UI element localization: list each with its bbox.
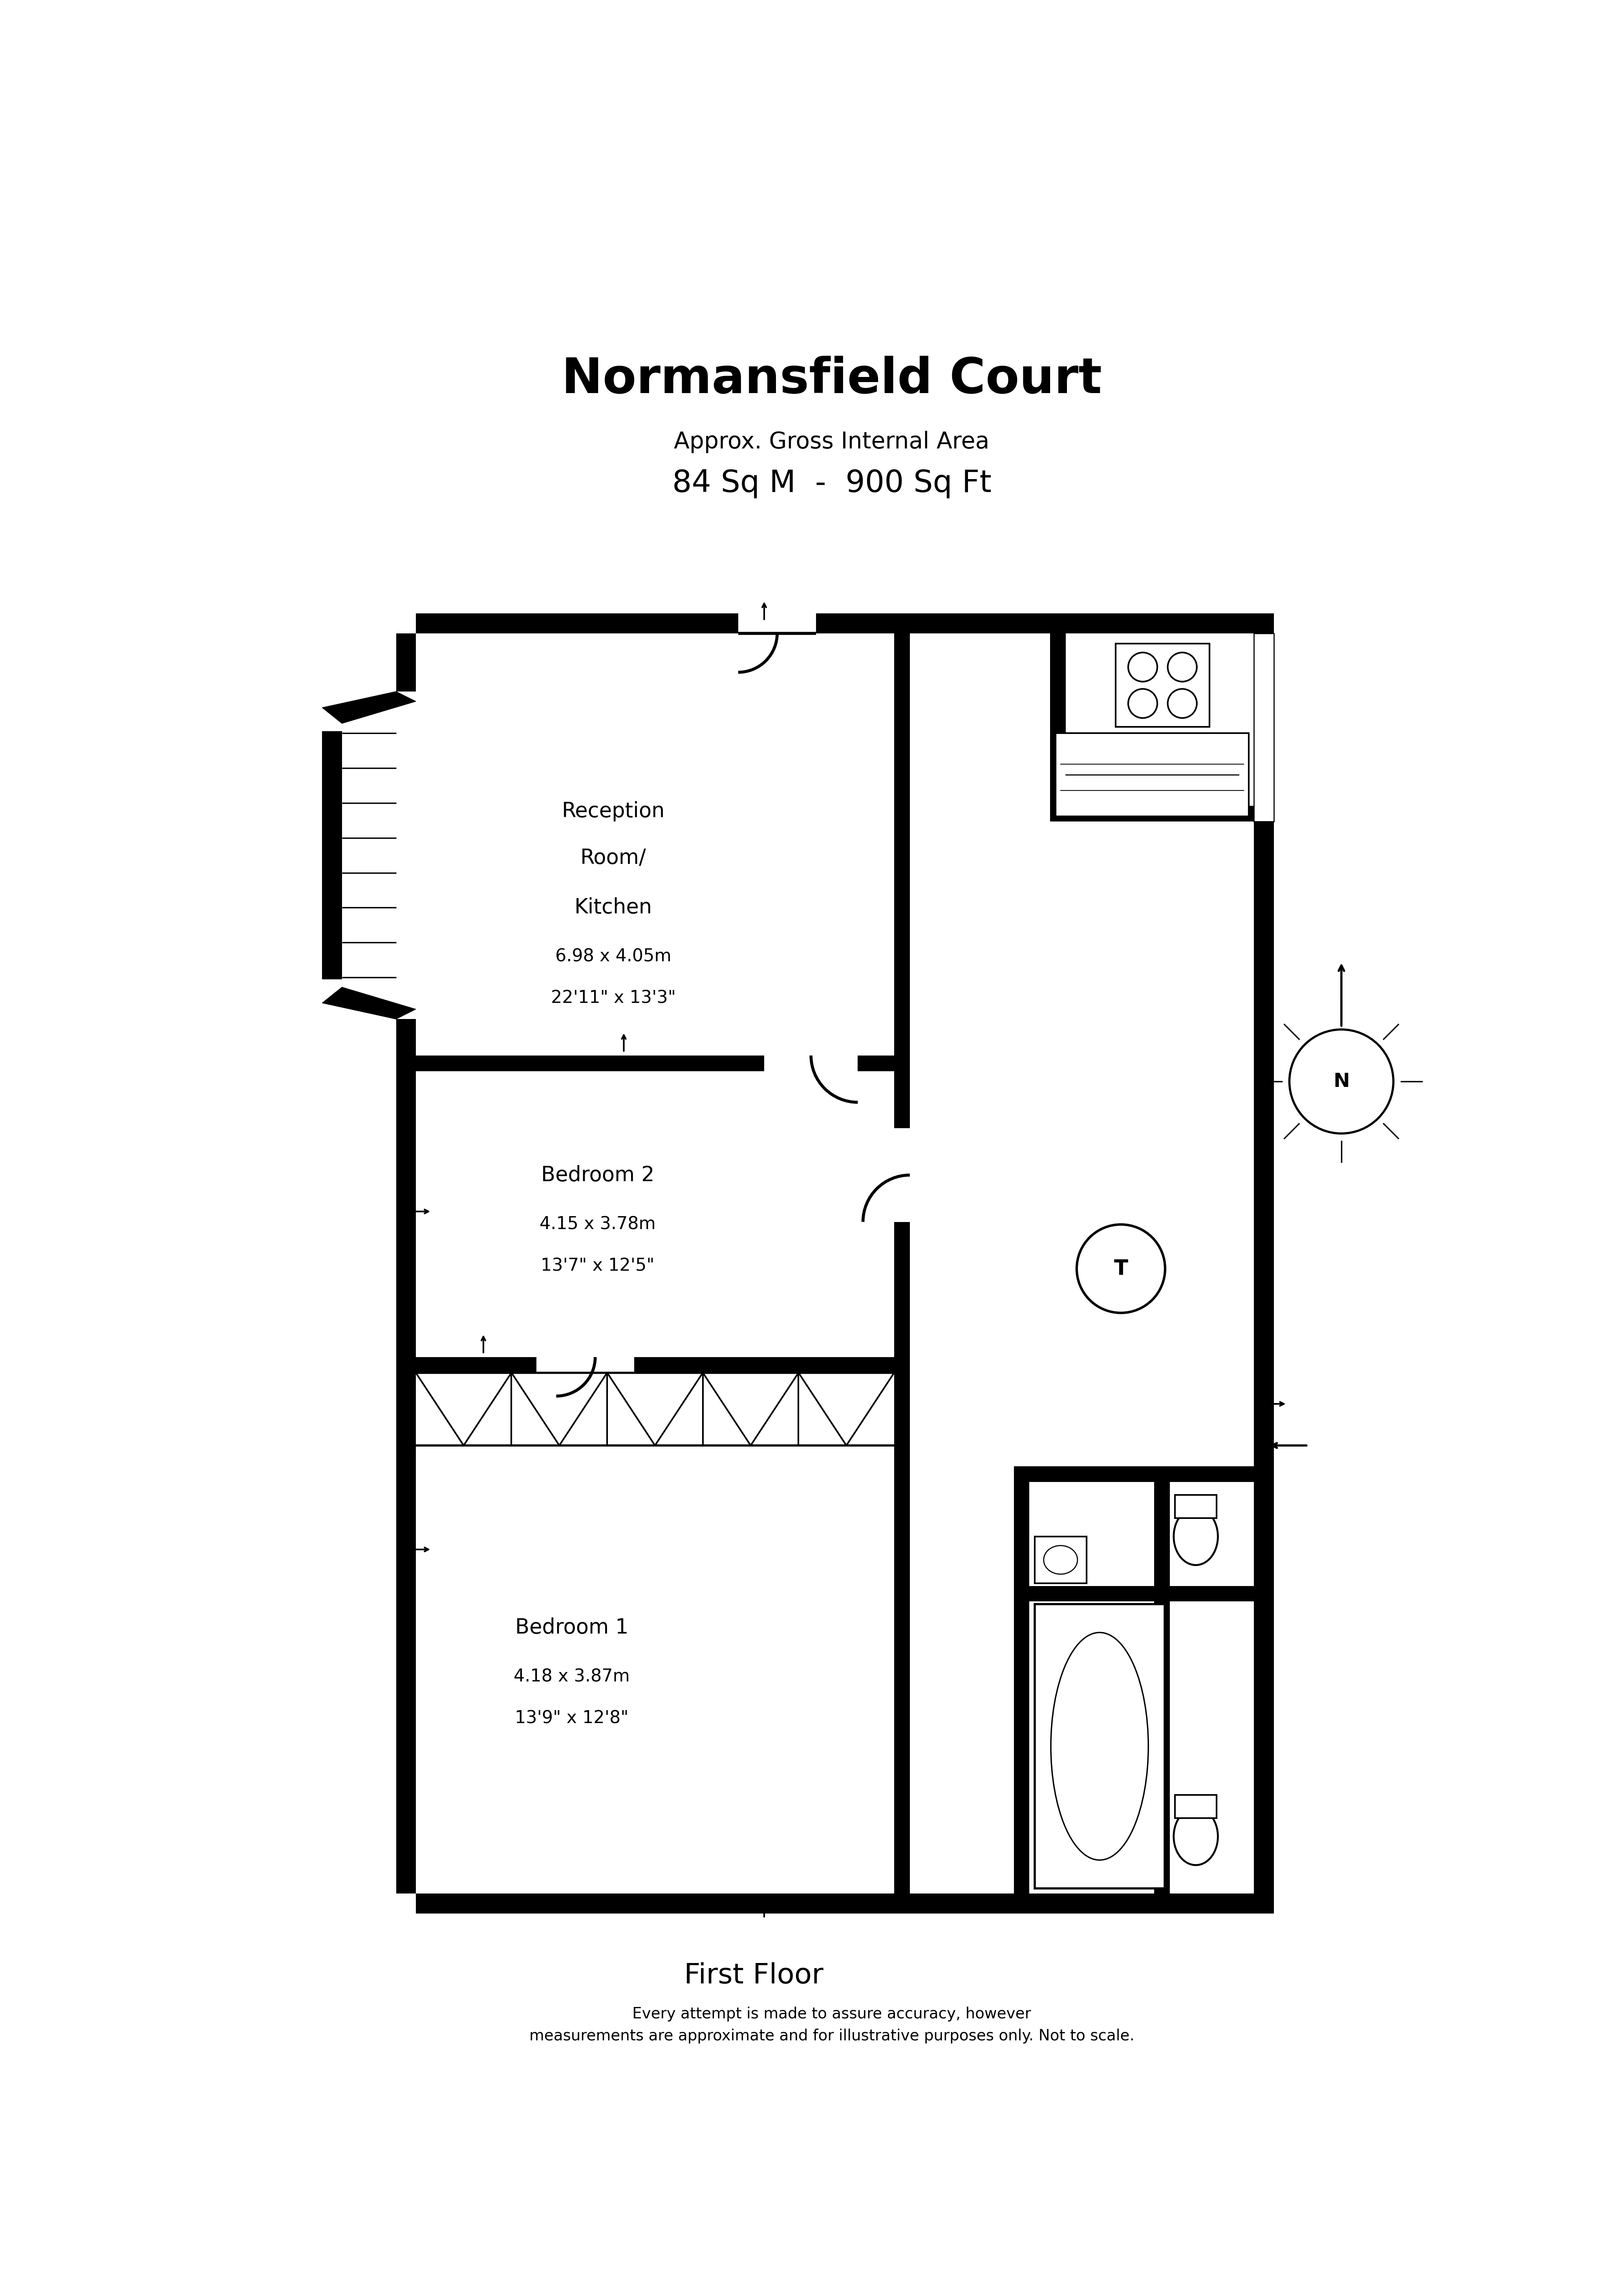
Circle shape bbox=[1167, 689, 1196, 719]
Text: 4.15 x 3.78m: 4.15 x 3.78m bbox=[540, 1217, 656, 1233]
Bar bbox=[894, 1070, 911, 1201]
Text: Kitchen: Kitchen bbox=[575, 898, 652, 918]
Bar bbox=[342, 716, 415, 994]
Bar bbox=[1014, 1467, 1255, 1481]
Circle shape bbox=[1076, 1224, 1165, 1313]
Text: Reception: Reception bbox=[562, 801, 665, 822]
Bar bbox=[1255, 634, 1274, 1894]
Circle shape bbox=[1167, 652, 1196, 682]
Circle shape bbox=[1128, 652, 1157, 682]
Bar bbox=[557, 1355, 635, 1375]
Bar bbox=[891, 1127, 912, 1221]
Bar bbox=[894, 629, 911, 1357]
Circle shape bbox=[1289, 1029, 1394, 1134]
Text: 13'9" x 12'8": 13'9" x 12'8" bbox=[514, 1711, 628, 1727]
Bar bbox=[1175, 1795, 1217, 1818]
Text: 4.18 x 3.87m: 4.18 x 3.87m bbox=[514, 1669, 630, 1685]
Text: 22'11" x 13'3": 22'11" x 13'3" bbox=[550, 990, 675, 1006]
Bar bbox=[396, 1056, 734, 1070]
Bar bbox=[894, 1373, 911, 1894]
Bar bbox=[415, 1894, 1274, 1913]
Bar bbox=[1050, 806, 1255, 822]
Bar bbox=[396, 1056, 894, 1070]
Bar bbox=[1014, 1467, 1029, 1894]
Ellipse shape bbox=[1050, 1632, 1149, 1860]
Bar bbox=[1255, 634, 1274, 822]
Text: Bedroom 1: Bedroom 1 bbox=[514, 1616, 628, 1637]
Bar bbox=[396, 1019, 415, 1894]
Text: Every attempt is made to assure accuracy, however
measurements are approximate a: Every attempt is made to assure accuracy… bbox=[529, 2007, 1134, 2043]
Bar bbox=[1154, 1481, 1170, 1894]
Bar bbox=[396, 1019, 415, 1894]
Polygon shape bbox=[323, 987, 415, 1019]
Bar bbox=[415, 1373, 894, 1446]
Ellipse shape bbox=[1173, 1807, 1217, 1864]
Bar bbox=[396, 1357, 537, 1373]
Ellipse shape bbox=[1044, 1545, 1078, 1575]
Text: First Floor: First Floor bbox=[685, 1963, 823, 1988]
Bar bbox=[1050, 634, 1066, 822]
Bar bbox=[1175, 1495, 1217, 1518]
Bar bbox=[1034, 1605, 1165, 1890]
Circle shape bbox=[1128, 689, 1157, 719]
Bar bbox=[1115, 643, 1209, 728]
Bar bbox=[396, 634, 415, 691]
Bar bbox=[738, 611, 816, 634]
Polygon shape bbox=[323, 691, 415, 723]
Bar bbox=[615, 1357, 911, 1373]
Bar bbox=[1055, 732, 1248, 817]
Text: Bedroom 2: Bedroom 2 bbox=[540, 1164, 654, 1185]
Bar bbox=[396, 634, 415, 691]
Text: 13'7" x 12'5": 13'7" x 12'5" bbox=[540, 1258, 654, 1274]
Bar bbox=[859, 1056, 911, 1070]
Text: Room/: Room/ bbox=[581, 847, 646, 868]
Text: Approx. Gross Internal Area: Approx. Gross Internal Area bbox=[674, 432, 990, 452]
Bar bbox=[1034, 1536, 1086, 1584]
Text: N: N bbox=[1332, 1072, 1350, 1091]
Text: 6.98 x 4.05m: 6.98 x 4.05m bbox=[555, 948, 672, 964]
Text: Normansfield Court: Normansfield Court bbox=[562, 356, 1102, 404]
Text: 84 Sq M  -  900 Sq Ft: 84 Sq M - 900 Sq Ft bbox=[672, 468, 992, 498]
Bar bbox=[435, 634, 1255, 1894]
Ellipse shape bbox=[1173, 1508, 1217, 1566]
Text: T: T bbox=[1113, 1258, 1128, 1279]
Bar bbox=[323, 732, 342, 980]
Bar bbox=[1014, 1587, 1255, 1603]
Bar bbox=[415, 613, 1274, 634]
Bar bbox=[764, 1054, 859, 1075]
